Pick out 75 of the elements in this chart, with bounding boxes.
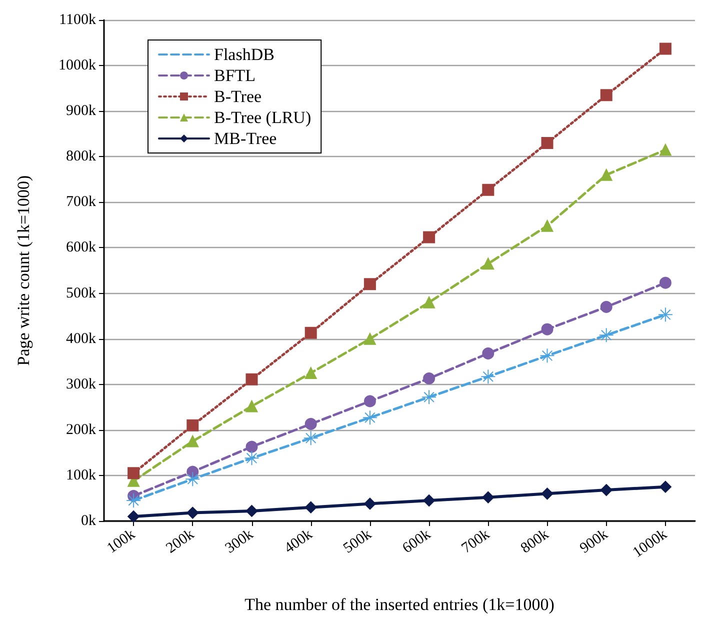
- point: [304, 326, 317, 339]
- point: [423, 296, 436, 308]
- point: [598, 328, 614, 343]
- point: [246, 504, 258, 517]
- y-tick-label: 1000k: [58, 58, 96, 74]
- point: [600, 89, 612, 102]
- point: [126, 493, 142, 508]
- point: [186, 435, 199, 448]
- point: [304, 501, 317, 514]
- y-tick-label: 400k: [66, 330, 96, 347]
- point: [423, 372, 436, 384]
- point: [364, 498, 376, 510]
- x-tick-label: 300k: [222, 526, 257, 557]
- legend-label: FlashDB: [214, 45, 274, 64]
- y-tick-label: 0k: [81, 513, 96, 529]
- point: [246, 373, 258, 386]
- y-tick-label: 200k: [66, 422, 96, 438]
- x-tick-label: 800k: [518, 526, 552, 557]
- point: [423, 494, 436, 507]
- legend-label: BFTL: [214, 66, 256, 85]
- legend-label: MB-Tree: [214, 129, 277, 148]
- x-tick-label: 900k: [577, 526, 612, 557]
- point: [480, 369, 496, 384]
- point: [362, 410, 378, 426]
- point: [658, 307, 673, 322]
- x-axis-title: The number of the inserted entries (1k=1000): [244, 595, 554, 614]
- point: [423, 231, 436, 244]
- y-tick-label: 100k: [66, 467, 96, 484]
- x-tick-label: 400k: [282, 526, 316, 557]
- point: [659, 480, 672, 493]
- point: [600, 168, 612, 181]
- point: [659, 42, 672, 55]
- point: [422, 390, 437, 405]
- legend-label: B-Tree (LRU): [214, 108, 312, 127]
- point: [186, 419, 199, 432]
- point: [541, 220, 554, 232]
- point: [482, 184, 494, 196]
- y-axis-title: Page write count (1k=1000): [14, 175, 33, 366]
- x-tick-label: 500k: [340, 526, 375, 557]
- point: [482, 347, 494, 360]
- point: [600, 484, 612, 496]
- x-tick-label: 700k: [458, 526, 494, 557]
- y-tick-label: 900k: [66, 103, 96, 120]
- point: [482, 258, 494, 270]
- point: [304, 418, 317, 430]
- y-tick-label: 500k: [66, 285, 96, 302]
- point: [364, 395, 376, 408]
- x-tick-label: 600k: [400, 526, 434, 557]
- y-tick-label: 300k: [66, 376, 96, 392]
- point: [659, 144, 672, 156]
- y-tick-label: 600k: [66, 240, 96, 256]
- point: [364, 278, 376, 290]
- point: [128, 467, 140, 480]
- x-tick-label: 100k: [104, 526, 139, 557]
- point: [541, 488, 554, 500]
- y-tick-label: 1100k: [59, 12, 96, 28]
- point: [246, 440, 258, 453]
- point: [185, 472, 200, 487]
- x-tick-label: 200k: [163, 526, 198, 557]
- y-tick-label: 700k: [66, 194, 96, 210]
- point: [246, 400, 258, 412]
- point: [482, 491, 494, 504]
- point: [244, 450, 260, 466]
- point: [600, 300, 612, 313]
- point: [364, 332, 376, 345]
- point: [128, 510, 140, 522]
- point: [540, 348, 555, 364]
- point: [304, 366, 317, 379]
- legend-label: B-Tree: [214, 87, 262, 106]
- point: [659, 276, 672, 289]
- y-tick-label: 800k: [66, 148, 96, 165]
- point: [303, 430, 318, 446]
- point: [541, 136, 554, 149]
- point: [186, 506, 199, 519]
- point: [541, 323, 554, 336]
